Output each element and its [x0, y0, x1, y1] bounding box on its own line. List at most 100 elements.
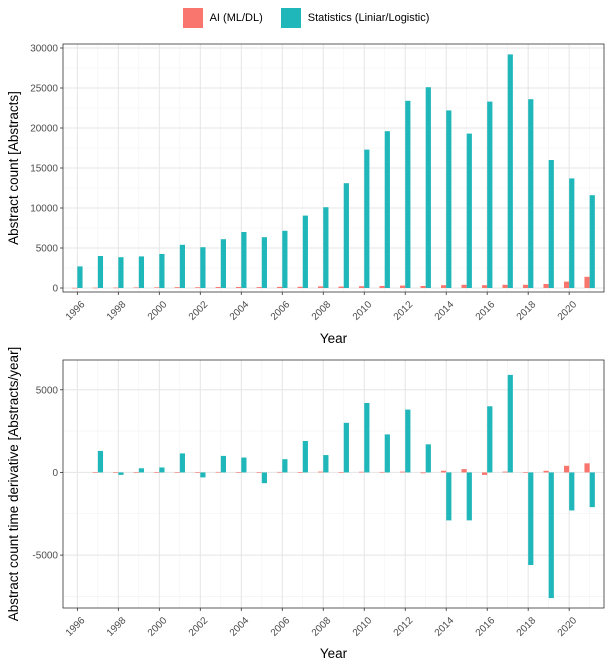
bar-statistics-1996: [77, 266, 83, 288]
bar-statistics-2016: [487, 406, 493, 473]
bar-statistics-2020: [569, 178, 575, 288]
legend-label-ai: AI (ML/DL): [209, 12, 263, 24]
bar-ai-2020: [563, 281, 570, 288]
bar-ai-2015: [461, 284, 467, 288]
legend-swatch-statistics: [280, 8, 301, 28]
bar-statistics-2011: [384, 434, 390, 473]
bar-ai-2008: [318, 286, 324, 288]
bar-ai-1997: [92, 472, 98, 473]
bar-statistics-2001: [179, 453, 186, 473]
bar-ai-2002: [195, 287, 201, 288]
bar-statistics-2004: [241, 457, 247, 473]
legend-label-statistics: Statistics (Liniar/Logistic): [307, 12, 430, 24]
bar-ai-2017: [502, 284, 508, 288]
bar-ai-2016: [481, 472, 488, 475]
bar-ai-2013: [420, 286, 426, 288]
bar-statistics-2015: [466, 472, 472, 521]
y-tick-label: 0: [52, 284, 58, 295]
bar-statistics-2006: [282, 459, 288, 473]
bar-statistics-1999: [138, 256, 145, 288]
bar-statistics-1998: [118, 257, 124, 288]
bar-statistics-2007: [302, 215, 308, 288]
bar-statistics-2002: [200, 472, 206, 478]
legend-item-statistics: Statistics (Liniar/Logistic): [280, 8, 430, 28]
bar-ai-2007: [297, 472, 303, 473]
y-tick-label: 15000: [30, 164, 58, 175]
x-tick-label: 2018: [515, 615, 539, 639]
bar-ai-2015: [461, 469, 467, 473]
bar-ai-2008: [318, 471, 324, 473]
x-tick-label: 2010: [351, 299, 375, 323]
bar-statistics-2017: [507, 374, 513, 473]
bar-statistics-2010: [364, 149, 370, 288]
bar-ai-2017: [502, 471, 508, 473]
bar-statistics-2008: [323, 455, 329, 473]
bar-statistics-2009: [343, 183, 349, 288]
x-tick-label: 2012: [392, 615, 416, 639]
bar-ai-2021: [584, 463, 590, 473]
bar-ai-1996: [72, 287, 78, 289]
x-tick-label: 2000: [146, 299, 170, 323]
bar-statistics-2005: [261, 237, 267, 288]
bar-statistics-2010: [364, 402, 370, 473]
bar-ai-2014: [441, 285, 447, 288]
bar-ai-2002: [195, 472, 201, 474]
x-tick-label: 2012: [392, 299, 416, 323]
x-tick-label: 2000: [146, 615, 170, 639]
bar-statistics-2000: [159, 254, 165, 288]
bar-statistics-2005: [261, 472, 267, 484]
bar-statistics-2018: [528, 99, 534, 288]
bar-statistics-2013: [425, 444, 431, 473]
legend-swatch-ai: [182, 8, 203, 28]
bar-ai-1998: [113, 472, 119, 473]
panel-top-abstract-count: 0 5000 10000 15000 20000 25000 30000 1996 1998 20…: [6, 44, 605, 346]
x-tick-label: 2008: [310, 299, 334, 323]
bar-ai-1999: [133, 287, 139, 289]
x-tick-label: 1998: [105, 615, 129, 639]
bar-ai-2021: [584, 276, 590, 288]
y-axis-title: Abstract count time derivative [Abstract…: [6, 347, 21, 622]
x-tick-label: 2004: [228, 299, 252, 323]
y-tick-label: 5000: [36, 244, 59, 255]
y-tick-label: 10000: [30, 204, 58, 215]
bar-statistics-2008: [323, 207, 329, 288]
x-tick-label: 2006: [269, 615, 293, 639]
bar-ai-2003: [215, 471, 221, 473]
bar-ai-2012: [400, 285, 406, 288]
bar-ai-1997: [92, 287, 98, 289]
bar-statistics-1998: [118, 472, 124, 475]
bar-statistics-2018: [528, 472, 534, 566]
bar-ai-2006: [277, 471, 283, 473]
x-tick-label: 2016: [474, 615, 498, 639]
bar-ai-2000: [154, 472, 160, 473]
bar-ai-1999: [133, 472, 139, 473]
x-tick-label: 2006: [269, 299, 293, 323]
bar-ai-2016: [481, 285, 488, 288]
x-tick-label: 2002: [187, 615, 211, 639]
legend-item-ai: AI (ML/DL): [182, 8, 263, 28]
bar-ai-2014: [441, 470, 447, 473]
bar-statistics-2019: [548, 160, 554, 288]
y-axis-title: Abstract count [Abstracts]: [6, 91, 21, 245]
panel-bottom-time-derivative: -5000 0 5000 1996 1998 2000 2002 2004 2006 2008 20…: [6, 347, 605, 661]
x-tick-label: 2014: [433, 299, 457, 323]
bar-ai-2007: [297, 286, 303, 288]
bar-statistics-2012: [405, 100, 411, 288]
bar-ai-2006: [277, 286, 283, 288]
bar-ai-2012: [400, 471, 406, 473]
x-tick-label: 2020: [556, 615, 580, 639]
bar-ai-2005: [256, 287, 262, 288]
bar-ai-2004: [236, 286, 242, 288]
bar-statistics-2016: [487, 101, 493, 288]
bar-ai-2011: [379, 286, 385, 288]
bar-statistics-2020: [569, 472, 575, 511]
bar-statistics-2003: [220, 239, 226, 288]
bar-ai-2011: [379, 471, 385, 473]
bar-statistics-2000: [159, 467, 165, 473]
y-tick-label: 30000: [30, 44, 58, 55]
x-tick-label: 1996: [64, 615, 88, 639]
panel-border: [62, 359, 605, 609]
x-tick-label: 2018: [515, 299, 539, 323]
